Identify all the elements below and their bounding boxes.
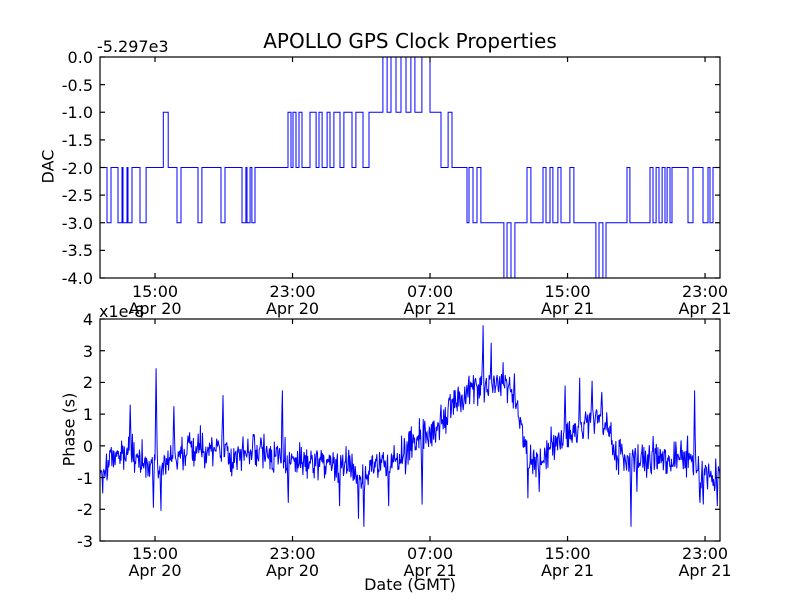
dac-offset-text: -5.297e3	[97, 37, 169, 56]
dac-y-tick-label: -1.0	[61, 103, 93, 123]
dac-series-line	[100, 57, 720, 278]
phase-y-tick-label: -3	[77, 532, 93, 551]
dac-x-tick-label: 07:00 Apr 21	[403, 282, 457, 318]
phase-y-tick-label: 2	[82, 373, 93, 393]
dac-y-tick-label: -1.5	[61, 130, 93, 150]
phase-x-tick-label: 23:00 Apr 20	[265, 544, 320, 580]
phase-y-tick-label: -1	[77, 468, 93, 488]
phase-series-line	[100, 325, 720, 527]
phase-x-tick-label: 15:00 Apr 20	[128, 544, 182, 580]
dac-x-tick-label: 23:00 Apr 21	[678, 282, 732, 318]
phase-y-tick-label: 1	[82, 405, 93, 425]
dac-y-tick-label: -2.0	[61, 158, 93, 178]
phase-x-tick-label: 07:00 Apr 21	[403, 544, 457, 580]
dac-x-tick-label: 15:00 Apr 21	[540, 282, 595, 318]
phase-y-tick-label: 0	[82, 436, 93, 456]
dac-y-tick-label: 0.0	[67, 48, 93, 67]
phase-y-tick-label: 3	[82, 341, 93, 361]
dac-y-tick-label: -0.5	[61, 75, 93, 95]
phase-plot-frame	[99, 318, 721, 542]
phase-x-tick-label: 23:00 Apr 21	[678, 544, 732, 580]
dac-x-tick-label: 23:00 Apr 20	[265, 282, 320, 318]
date-axis-label: Date (GMT)	[364, 575, 456, 594]
dac-y-tick-label: -3.0	[61, 213, 93, 233]
dac-y-tick-label: -3.5	[61, 241, 93, 261]
phase-multiplier-text: x1e-8	[99, 302, 145, 321]
phase-x-tick-label: 15:00 Apr 21	[540, 544, 595, 580]
dac-x-tick-label: 15:00 Apr 20	[128, 282, 182, 318]
dac-y-tick-label: -2.5	[61, 186, 93, 206]
phase-y-tick-label: -2	[77, 500, 93, 520]
dac-y-tick-label: -4.0	[61, 269, 93, 288]
chart-title: APOLLO GPS Clock Properties	[263, 29, 557, 53]
phase-y-tick-label: 4	[82, 310, 93, 329]
